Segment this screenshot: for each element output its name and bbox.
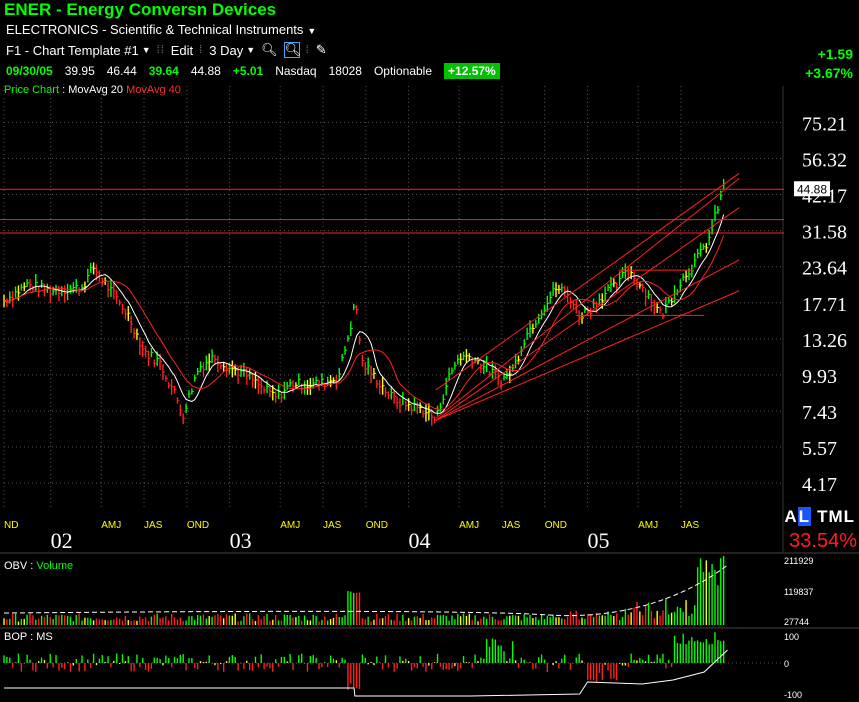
template-dropdown[interactable]: F1 - Chart Template #1 ▼ [6,43,151,58]
obv-tick-label: 27744 [784,617,809,627]
symbol-title: ENER - Energy Conversn Devices [4,0,277,19]
tml-label[interactable]: TML [817,507,855,526]
quote-close: 44.88 [190,64,221,78]
quote-date: 09/30/05 [6,64,53,78]
trend-channel-line [435,207,740,421]
bop-tick-label: -100 [784,690,802,700]
al-tml-selector[interactable]: AL TML [784,507,855,527]
x-quarter-label: OND [187,520,209,531]
x-quarter-label: JAS [681,520,700,531]
x-year-label: 04 [409,528,431,553]
x-year-label: 02 [51,528,73,553]
legend-bop: BOP [4,631,28,643]
x-quarter-label: OND [366,520,388,531]
quote-optionable: Optionable [373,64,433,78]
legend-movavg40: MovAvg 40 [126,84,181,96]
period-label: 3 Day [209,42,244,58]
bop-legend: BOP : MS [4,631,53,643]
al-l[interactable]: L [797,507,812,526]
period-dropdown[interactable]: 3 Day ▼ [209,43,255,58]
y-tick-label: 9.93 [802,366,837,388]
al-a[interactable]: A [784,507,798,526]
quote-high: 46.44 [106,64,137,78]
quote-change: +5.01 [232,64,264,78]
price-chart-legend: Price Chart : MovAvg 20 MovAvg 40 [4,84,181,96]
obv-tick-label: 119837 [784,587,813,597]
bop-tick-label: 100 [784,632,799,642]
legend-movavg20: MovAvg 20 [68,84,124,96]
trend-channel-line [435,178,740,419]
change-absolute: +1.59 [817,46,853,62]
sector-label: ELECTRONICS - Scientific & Technical Ins… [6,22,304,37]
obv-line [3,564,728,617]
legend-volume: Volume [36,560,74,572]
y-tick-label: 4.17 [802,474,837,496]
trend-channel-line [435,172,740,391]
x-quarter-label: ND [4,520,18,531]
sector-selector[interactable]: ELECTRONICS - Scientific & Technical Ins… [6,22,316,37]
legend-obv: OBV [4,560,28,572]
obv-legend: OBV : Volume [4,560,73,572]
chart-toolbar: F1 - Chart Template #1 ▼ ⁞⁞ Edit ⁞ 3 Day ▼… [6,41,327,59]
quote-exchange: Nasdaq [275,64,317,78]
change-percent: +3.67% [805,65,853,81]
quote-line: 09/30/05 39.95 46.44 39.64 44.88 +5.01 N… [6,63,500,79]
chevron-down-icon: ▼ [246,45,256,55]
trend-channel-line [435,259,740,421]
y-tick-label: 23.64 [802,258,847,280]
bop-tick-label: 0 [784,659,789,669]
obv-tick-label: 211929 [784,556,813,566]
x-quarter-label: AMJ [101,520,121,531]
legend-price-chart: Price Chart [4,84,60,96]
movavg-20-line [3,214,725,414]
y-tick-label: 31.58 [802,222,847,244]
movavg-40-line [3,235,725,410]
toolbar-grip: ⁞ [305,44,310,56]
draw-pencil-icon[interactable]: ✎ [315,42,327,57]
toolbar-grip: ⁞⁞ [156,44,165,56]
bop-line [4,649,728,697]
toolbar-grip: ⁞ [199,44,204,56]
last-price-box [794,181,830,197]
legend-ms: MS [36,631,53,643]
y-tick-label: 5.57 [802,438,837,460]
x-quarter-label: JAS [323,520,342,531]
edit-button[interactable]: Edit [171,43,193,58]
quote-low: 39.64 [148,64,179,78]
al-percent: 33.54% [789,530,857,552]
quote-open: 39.95 [64,64,95,78]
chevron-down-icon: ▼ [307,26,317,36]
last-price-label: 44.88 [797,182,827,196]
quote-percent-badge: +12.57% [444,63,500,79]
x-quarter-label: AMJ [280,520,300,531]
x-year-label: 03 [230,528,252,553]
x-quarter-label: JAS [144,520,163,531]
zoom-in-icon[interactable]: 🔍︎ [261,42,278,57]
template-label: F1 - Chart Template #1 [6,42,139,58]
edit-label: Edit [170,42,194,58]
x-quarter-label: AMJ [638,520,658,531]
x-quarter-label: JAS [502,520,521,531]
y-tick-label: 56.32 [802,149,847,171]
y-tick-label: 13.26 [802,330,847,352]
chevron-down-icon: ▼ [141,45,151,55]
x-quarter-label: AMJ [459,520,479,531]
legend-colon: : [59,84,69,96]
legend-colon: : [27,560,37,572]
y-tick-label: 17.71 [802,294,847,316]
y-tick-label: 75.21 [802,113,847,135]
legend-colon: : [27,631,37,643]
y-tick-label: 7.43 [802,402,837,424]
trend-channel-line [435,290,740,421]
x-quarter-label: OND [545,520,567,531]
quote-volume: 18028 [328,64,362,78]
zoom-select-icon[interactable]: 🔍︎ [283,42,302,58]
x-year-label: 05 [588,528,610,553]
